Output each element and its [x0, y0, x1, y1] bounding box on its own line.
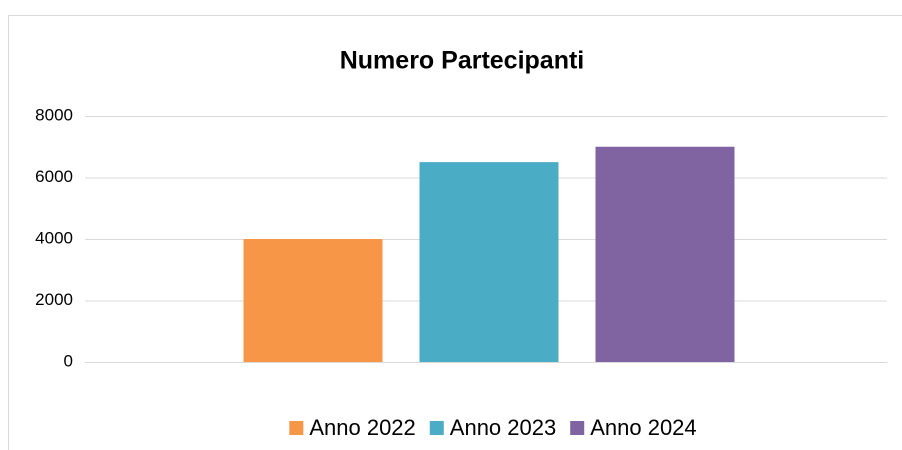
y-tick-label: 8000 [35, 105, 73, 124]
bar [595, 146, 735, 362]
chart-title: Numero Partecipanti [340, 47, 585, 75]
bar [243, 239, 383, 362]
y-tick-label: 4000 [35, 228, 73, 247]
legend-label: Anno 2022 [309, 415, 415, 440]
legend-swatch [289, 421, 304, 435]
y-tick-label: 2000 [35, 290, 73, 309]
y-tick-label: 6000 [35, 167, 73, 186]
legend-swatch [429, 421, 444, 435]
legend-label: Anno 2023 [450, 415, 556, 440]
bar [419, 162, 559, 362]
legend-label: Anno 2024 [590, 415, 696, 440]
legend-swatch [570, 421, 585, 435]
y-tick-label: 0 [64, 351, 73, 370]
